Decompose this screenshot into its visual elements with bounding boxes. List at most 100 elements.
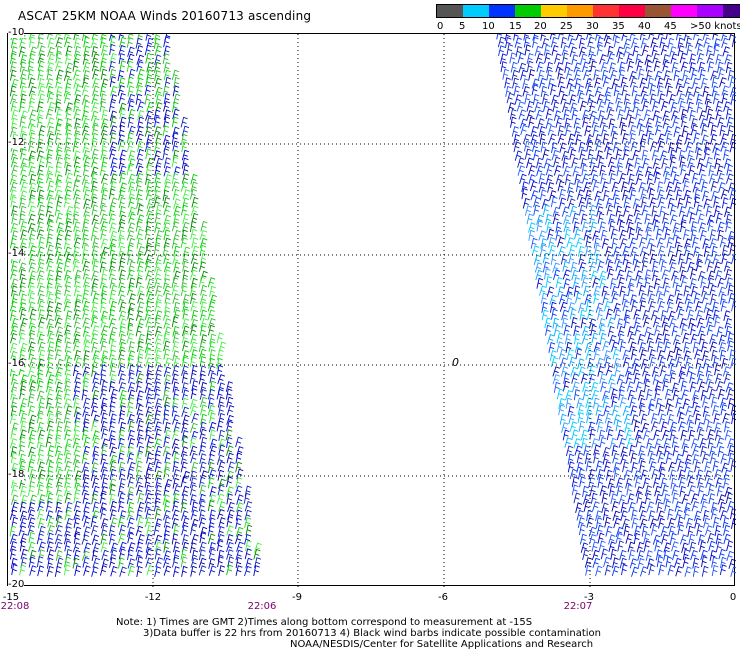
wind-barb <box>730 517 736 529</box>
wind-barb <box>29 93 37 104</box>
wind-barb <box>709 452 717 464</box>
wind-barb <box>641 149 649 161</box>
wind-barb <box>543 44 551 56</box>
wind-barb <box>172 381 180 393</box>
wind-barb <box>28 86 37 97</box>
wind-barb <box>218 501 226 512</box>
wind-barb <box>530 237 538 249</box>
wind-barb <box>36 270 45 281</box>
wind-barb <box>198 493 206 505</box>
wind-barb <box>10 78 19 90</box>
wind-barb <box>575 348 583 360</box>
wind-barb <box>690 124 698 136</box>
wind-barb <box>604 141 612 152</box>
wind-barb <box>677 524 685 536</box>
wind-barb <box>100 397 108 409</box>
wind-barb <box>181 435 189 448</box>
wind-barb <box>618 381 627 392</box>
wind-barb <box>524 148 532 160</box>
wind-barb <box>163 550 171 561</box>
wind-barb <box>667 37 675 49</box>
wind-barb <box>563 372 570 384</box>
wind-barb <box>46 381 53 393</box>
wind-barb <box>731 300 736 312</box>
wind-barb <box>655 397 663 409</box>
wind-barb <box>700 341 708 353</box>
wind-barb <box>36 229 45 240</box>
wind-barb <box>56 196 63 208</box>
wind-barb <box>118 310 127 321</box>
wind-barb <box>99 213 108 224</box>
wind-barb <box>54 132 62 144</box>
wind-barb <box>109 148 117 160</box>
wind-barb <box>18 525 27 536</box>
wind-barb <box>135 45 144 56</box>
wind-barb <box>72 437 81 449</box>
wind-barb <box>727 124 735 136</box>
wind-barb <box>629 124 637 136</box>
wind-barb <box>146 37 154 49</box>
wind-barb <box>562 380 570 392</box>
wind-barb <box>189 269 198 280</box>
wind-barb <box>583 230 591 241</box>
wind-barb <box>110 542 118 553</box>
wind-barb <box>684 566 692 577</box>
wind-barb <box>244 501 253 512</box>
wind-barb <box>514 150 523 161</box>
wind-barb <box>711 405 720 416</box>
wind-barb <box>712 34 719 40</box>
wind-barb <box>573 285 581 297</box>
wind-barb <box>163 92 171 105</box>
wind-barb <box>172 350 180 362</box>
wind-barb <box>37 517 45 529</box>
wind-barb <box>135 477 144 488</box>
wind-barb <box>613 197 621 209</box>
wind-barb <box>673 69 681 81</box>
wind-barb <box>144 357 153 368</box>
wind-barb <box>110 116 117 128</box>
wind-barb <box>724 318 732 329</box>
wind-barb <box>55 525 63 536</box>
wind-barb <box>109 396 117 408</box>
wind-barb <box>118 533 126 544</box>
wind-barb <box>144 516 153 528</box>
wind-barb <box>92 414 100 425</box>
wind-barb <box>558 85 566 97</box>
wind-barb <box>562 157 569 169</box>
wind-barb <box>724 421 731 433</box>
wind-barb <box>144 84 152 96</box>
wind-barb <box>703 245 711 257</box>
wind-barb <box>153 244 161 256</box>
wind-barb <box>155 157 163 169</box>
wind-barb <box>81 452 89 464</box>
wind-barb <box>91 132 99 144</box>
wind-barb <box>608 374 616 385</box>
wind-barb <box>190 565 197 577</box>
wind-barb <box>669 204 677 216</box>
wind-barb <box>117 294 126 305</box>
wind-barb <box>118 492 126 504</box>
wind-barb <box>654 172 661 184</box>
wind-barb <box>20 68 28 80</box>
wind-barb <box>651 149 659 161</box>
wind-barb <box>595 510 603 522</box>
wind-barb <box>669 421 678 432</box>
wind-barb <box>181 429 189 441</box>
wind-barb <box>729 141 736 153</box>
wind-barb <box>190 388 198 400</box>
wind-barb <box>634 325 642 336</box>
wind-barb <box>578 46 587 57</box>
wind-barb <box>715 541 723 553</box>
wind-barb <box>662 277 670 289</box>
wind-barb <box>65 405 73 416</box>
note-line-1: Note: 1) Times are GMT 2)Times along bot… <box>116 617 533 628</box>
wind-barb <box>718 342 727 353</box>
wind-barb <box>118 429 125 441</box>
wind-barb <box>146 365 153 377</box>
lon-label-3: -3 <box>584 592 594 603</box>
wind-barb <box>619 397 627 408</box>
wind-barb <box>74 357 82 368</box>
wind-barb <box>672 492 679 504</box>
wind-barb <box>65 469 73 480</box>
wind-barb <box>582 109 590 121</box>
